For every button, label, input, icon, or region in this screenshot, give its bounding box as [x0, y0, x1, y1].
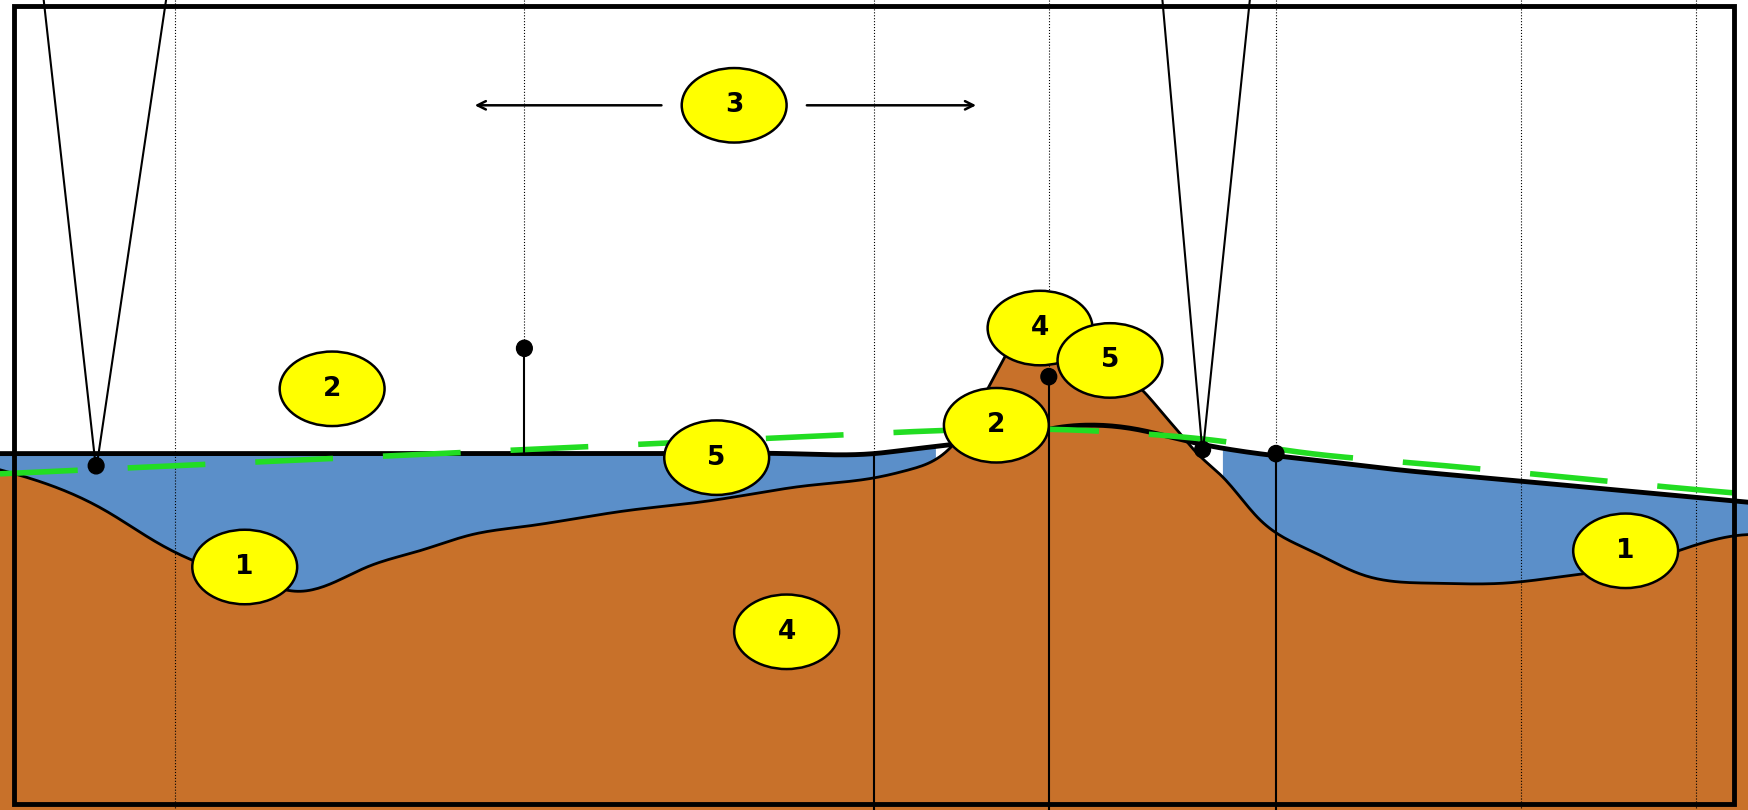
Text: 1: 1	[1617, 538, 1634, 564]
Text: 4: 4	[778, 619, 795, 645]
Text: 4: 4	[1031, 315, 1049, 341]
Ellipse shape	[87, 458, 105, 474]
Ellipse shape	[1573, 514, 1678, 588]
Text: 2: 2	[323, 376, 341, 402]
Ellipse shape	[988, 291, 1092, 365]
Ellipse shape	[734, 595, 839, 669]
Polygon shape	[1224, 449, 1748, 584]
Text: 2: 2	[988, 412, 1005, 438]
Ellipse shape	[192, 530, 297, 604]
Ellipse shape	[1269, 446, 1283, 462]
Ellipse shape	[517, 340, 531, 356]
Ellipse shape	[1194, 441, 1210, 458]
Text: 5: 5	[708, 445, 725, 471]
Ellipse shape	[1058, 323, 1162, 398]
Polygon shape	[0, 446, 935, 591]
Ellipse shape	[664, 420, 769, 495]
Ellipse shape	[1042, 369, 1056, 385]
Text: 1: 1	[236, 554, 253, 580]
Polygon shape	[0, 308, 1748, 810]
Ellipse shape	[944, 388, 1049, 463]
Ellipse shape	[280, 352, 385, 426]
Text: 3: 3	[725, 92, 743, 118]
Ellipse shape	[682, 68, 787, 143]
Text: 5: 5	[1101, 347, 1119, 373]
